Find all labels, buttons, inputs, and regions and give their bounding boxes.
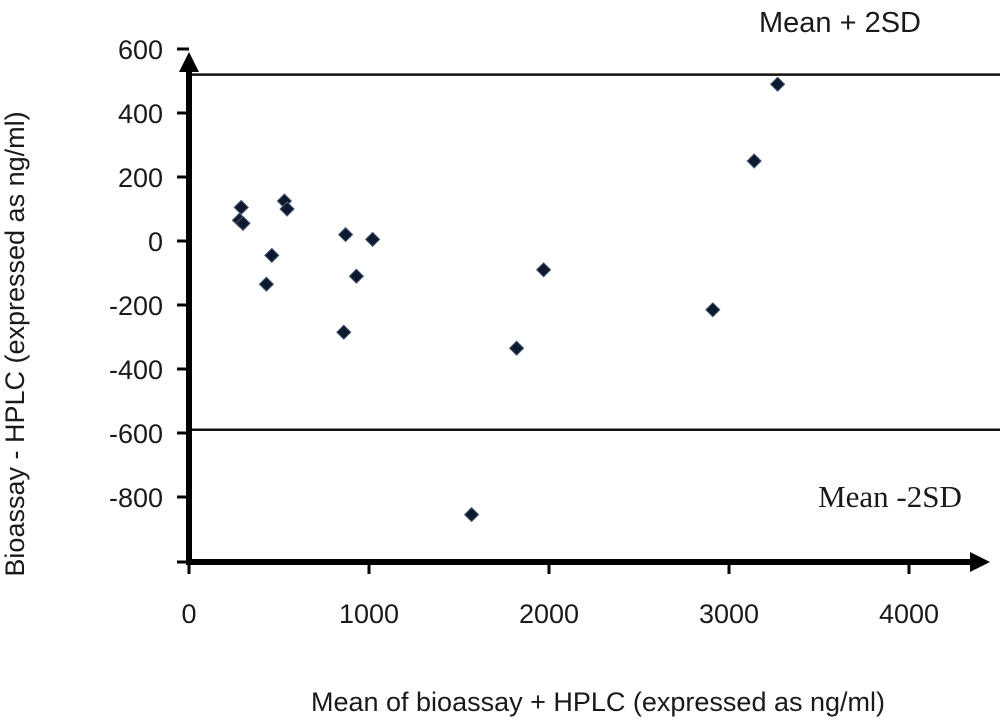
x-tick-label: 1000 [339,599,399,629]
data-point [508,340,525,356]
data-point [348,268,365,284]
data-point [279,201,295,217]
data-point [337,226,354,243]
data-point [535,262,552,278]
y-tick-label: -200 [109,291,163,321]
data-point [769,76,786,92]
data-points [231,76,786,523]
x-tick-label: 0 [181,599,196,629]
y-tick-label: -800 [109,483,163,513]
x-tick-label: 2000 [519,599,579,629]
data-point [264,247,280,264]
y-tick-label: -600 [109,419,163,449]
data-point [705,302,721,318]
y-axis-arrow [179,52,199,72]
y-axis-title: Bioassay - HPLC (expressed as ng/ml) [0,111,30,576]
y-tick-label: 600 [118,35,163,65]
y-tick-label: -400 [109,355,163,385]
axes [177,47,990,574]
data-point [258,276,275,292]
data-point [235,215,251,232]
data-point [463,506,480,523]
data-point [233,199,249,216]
x-axis-title: Mean of bioassay + HPLC (expressed as ng… [311,687,885,717]
lower-limit-label: Mean -2SD [818,479,962,514]
reference-lines [189,73,1000,432]
y-tick-label: 0 [148,227,163,257]
annotations: Mean + 2SD Mean -2SD [759,7,962,514]
y-tick-label: 200 [118,163,163,193]
data-point [364,231,381,248]
y-tick-label: 400 [118,99,163,129]
x-tick-label: 3000 [699,599,759,629]
data-point [336,324,352,340]
data-point [746,153,762,169]
x-tick-label: 4000 [879,599,939,629]
upper-limit-label: Mean + 2SD [759,7,921,39]
x-axis-arrow [970,552,990,572]
